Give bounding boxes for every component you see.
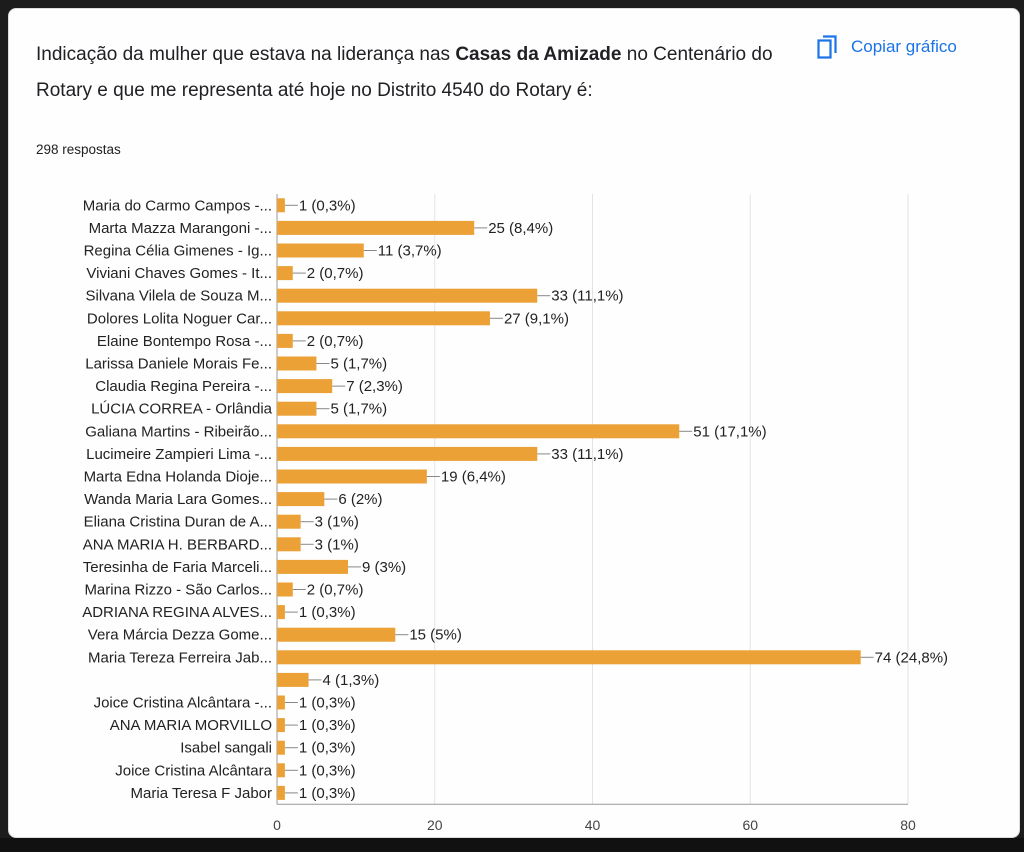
bar	[277, 537, 301, 552]
data-label: 1 (0,3%)	[299, 762, 356, 779]
data-label: 51 (17,1%)	[693, 423, 766, 440]
data-label: 19 (6,4%)	[441, 469, 506, 486]
copy-icon	[817, 35, 837, 59]
data-label: 1 (0,3%)	[299, 717, 356, 734]
bar	[277, 266, 293, 281]
category-label: Eliana Cristina Duran de A...	[84, 514, 272, 531]
category-label: Larissa Daniele Morais Fe...	[85, 356, 272, 373]
data-label: 1 (0,3%)	[299, 785, 356, 802]
category-label: Teresinha de Faria Marceli...	[83, 559, 272, 576]
bottom-strip	[0, 838, 1024, 852]
data-label: 2 (0,7%)	[307, 333, 364, 350]
bar	[277, 559, 348, 574]
data-label: 1 (0,3%)	[299, 740, 356, 757]
bar	[277, 333, 293, 348]
bar	[277, 627, 396, 642]
bar	[277, 288, 538, 303]
data-label: 2 (0,7%)	[307, 265, 364, 282]
bar	[277, 243, 364, 258]
category-label: Maria Tereza Ferreira Jab...	[88, 649, 272, 666]
data-label: 9 (3%)	[362, 559, 406, 576]
bar	[277, 220, 475, 235]
bar	[277, 763, 285, 778]
chart-card: Indicação da mulher que estava na lidera…	[8, 8, 1020, 838]
category-label: Maria Teresa F Jabor	[131, 785, 272, 802]
category-label: Lucimeire Zampieri Lima -...	[86, 446, 272, 463]
category-label: ANA MARIA MORVILLO	[110, 717, 272, 734]
data-label: 5 (1,7%)	[330, 356, 387, 373]
bar	[277, 356, 317, 371]
data-label: 33 (11,1%)	[551, 288, 623, 305]
data-label: 1 (0,3%)	[299, 695, 356, 712]
bar	[277, 311, 490, 326]
data-label: 15 (5%)	[409, 627, 462, 644]
bar	[277, 740, 285, 755]
category-label: Wanda Maria Lara Gomes...	[84, 491, 272, 508]
category-label: LÚCIA CORREA - Orlândia	[91, 401, 273, 418]
data-label: 74 (24,8%)	[875, 649, 948, 666]
category-label: Marta Mazza Marangoni -...	[89, 220, 272, 237]
copy-chart-label: Copiar gráfico	[851, 37, 957, 56]
category-label: ADRIANA REGINA ALVES...	[82, 604, 272, 621]
x-tick-label: 40	[585, 817, 601, 833]
x-tick-label: 60	[742, 817, 758, 833]
bar	[277, 492, 325, 507]
category-label: Silvana Vilela de Souza M...	[86, 288, 273, 305]
data-label: 5 (1,7%)	[330, 401, 387, 418]
copy-chart-button[interactable]: Copiar gráfico	[817, 35, 957, 59]
bar	[277, 718, 285, 733]
category-label: Dolores Lolita Noguer Car...	[87, 310, 272, 327]
x-tick-label: 20	[427, 817, 443, 833]
bar	[277, 650, 861, 665]
category-label: Joice Cristina Alcântara	[115, 762, 272, 779]
bar	[277, 401, 317, 416]
data-label: 25 (8,4%)	[488, 220, 553, 237]
bar	[277, 469, 427, 484]
category-label: Maria do Carmo Campos -...	[83, 197, 272, 214]
category-label: Regina Célia Gimenes - Ig...	[84, 243, 272, 260]
category-label: Vera Márcia Dezza Gome...	[88, 627, 272, 644]
bar	[277, 424, 680, 439]
bar	[277, 379, 333, 394]
data-label: 33 (11,1%)	[551, 446, 623, 463]
category-label: Viviani Chaves Gomes - It...	[86, 265, 272, 282]
bar	[277, 785, 285, 800]
x-tick-label: 80	[900, 817, 916, 833]
data-label: 7 (2,3%)	[346, 378, 403, 395]
response-count: 298 respostas	[36, 142, 121, 157]
data-label: 3 (1%)	[315, 514, 359, 531]
question-title: Indicação da mulher que estava na lidera…	[36, 44, 773, 101]
data-label: 3 (1%)	[315, 536, 359, 553]
category-label: Marta Edna Holanda Dioje...	[84, 469, 272, 486]
bar	[277, 198, 285, 213]
bar	[277, 446, 538, 461]
category-label: Galiana Martins - Ribeirão...	[85, 423, 272, 440]
category-label: Isabel sangali	[180, 740, 272, 757]
bar	[277, 605, 285, 620]
data-label: 6 (2%)	[338, 491, 382, 508]
data-label: 4 (1,3%)	[323, 672, 380, 689]
data-label: 2 (0,7%)	[307, 582, 364, 599]
category-label: Joice Cristina Alcântara -...	[94, 695, 272, 712]
data-label: 1 (0,3%)	[299, 604, 356, 621]
data-label: 27 (9,1%)	[504, 310, 569, 327]
bar	[277, 672, 309, 687]
category-label: Elaine Bontempo Rosa -...	[97, 333, 272, 350]
category-label: Claudia Regina Pereira -...	[95, 378, 272, 395]
bar	[277, 695, 285, 710]
data-label: 11 (3,7%)	[378, 243, 442, 260]
category-label: ANA MARIA H. BERBARD...	[83, 536, 272, 553]
x-tick-label: 0	[273, 817, 281, 833]
bar	[277, 582, 293, 597]
category-label: Marina Rizzo - São Carlos...	[84, 582, 272, 599]
bar	[277, 514, 301, 529]
data-label: 1 (0,3%)	[299, 197, 356, 214]
